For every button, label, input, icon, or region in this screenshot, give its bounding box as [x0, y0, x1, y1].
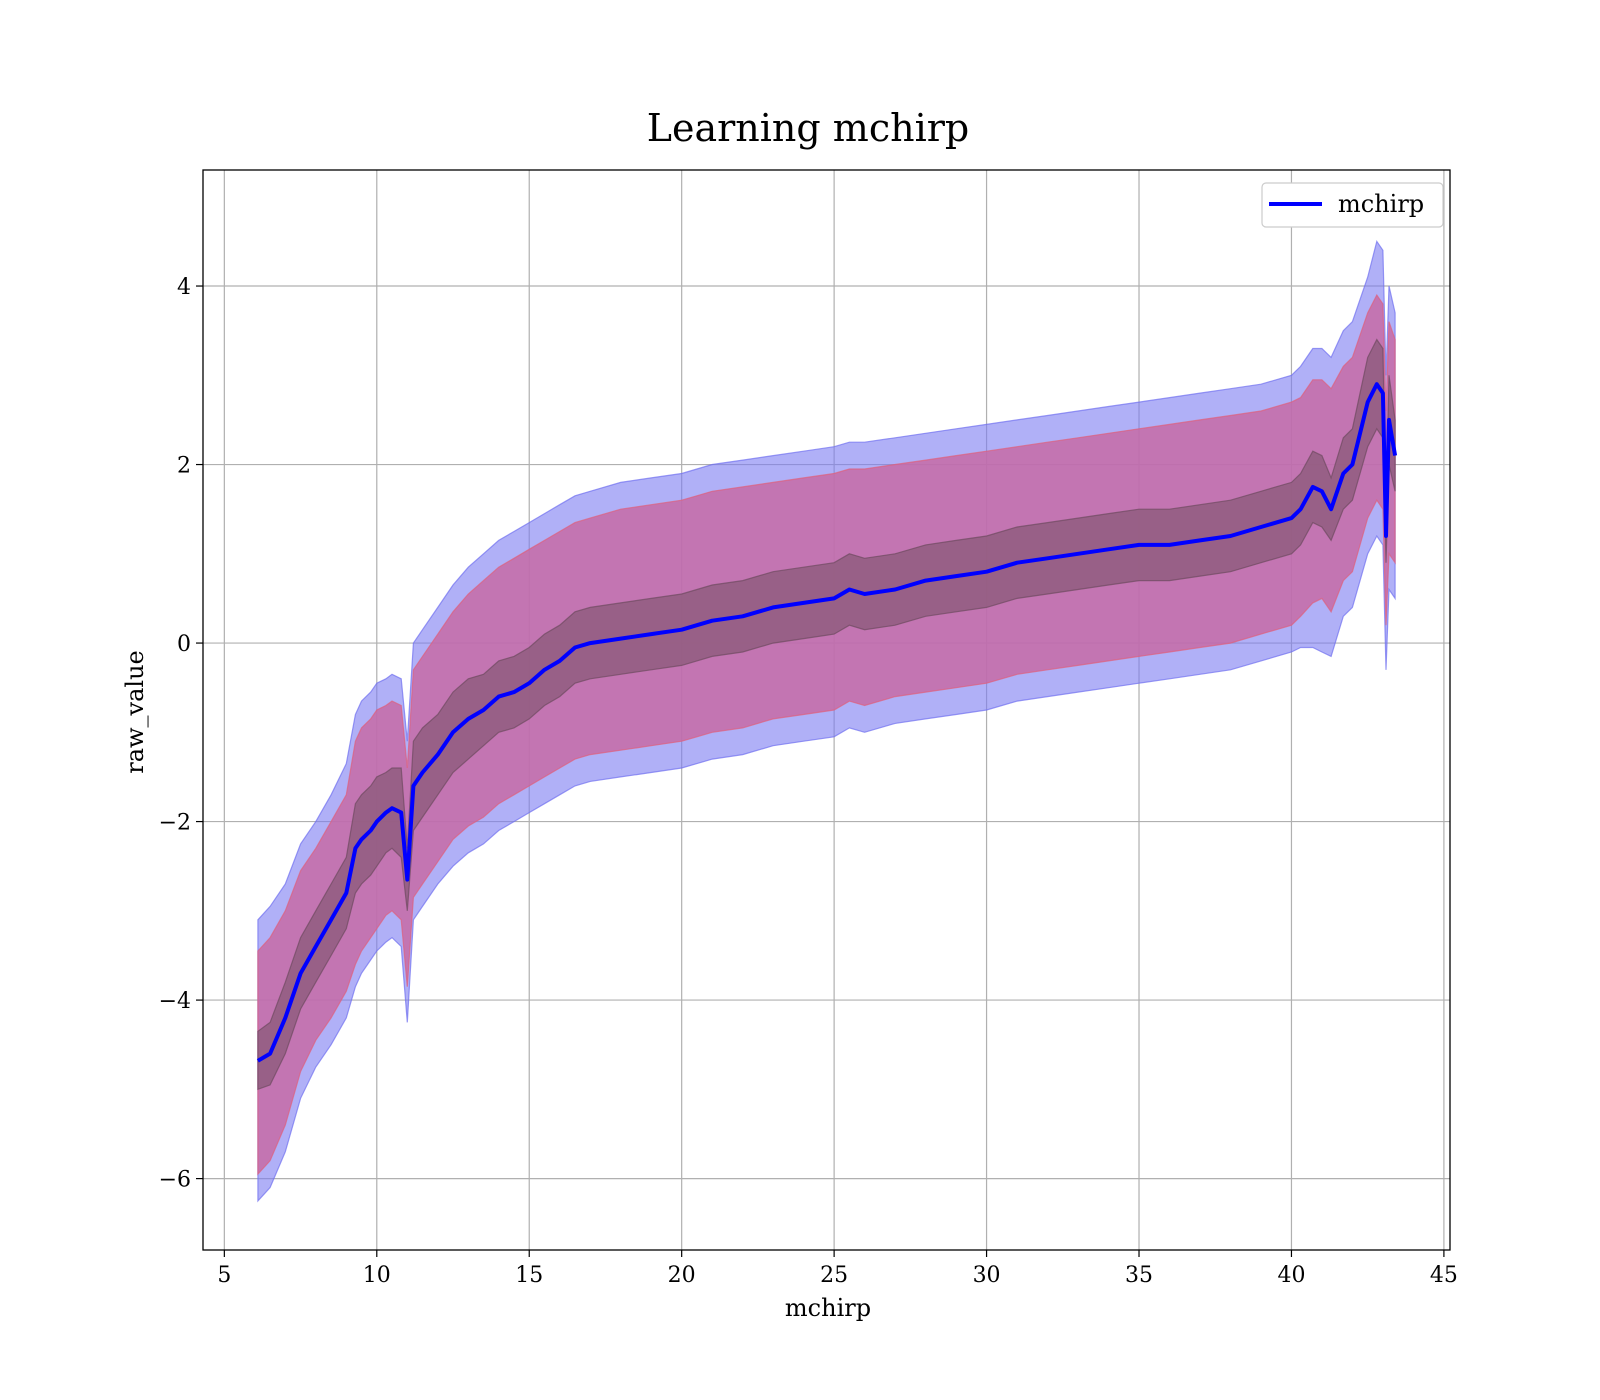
x-tick-label: 20 [668, 1263, 696, 1288]
legend-box [1261, 182, 1444, 228]
y-tick-label: 0 [177, 632, 191, 657]
x-tick-label: 5 [217, 1263, 231, 1288]
plot-area: 5 10 15 20 25 30 35 40 45 −6 −4 −2 0 2 4 [159, 169, 1458, 1288]
y-tick-label: 4 [177, 275, 191, 300]
y-tick-label: −2 [159, 811, 191, 836]
legend: mchirp [1261, 182, 1444, 228]
y-tick-label: −6 [159, 1168, 191, 1193]
x-axis-label: mchirp [785, 1294, 871, 1322]
y-axis-label: raw_value [121, 650, 149, 774]
y-tick-label: 2 [177, 454, 191, 479]
x-tick-label: 35 [1125, 1263, 1153, 1288]
x-tick-label: 30 [973, 1263, 1001, 1288]
x-tick-label: 15 [515, 1263, 543, 1288]
legend-label: mchirp [1338, 190, 1424, 218]
x-tick-label: 10 [363, 1263, 391, 1288]
x-tick-label: 40 [1277, 1263, 1305, 1288]
series-line-mchirp [256, 382, 1398, 1063]
y-tick-label: −4 [159, 989, 191, 1014]
x-tick-label: 25 [820, 1263, 848, 1288]
x-tick-label: 45 [1430, 1263, 1458, 1288]
inner-confidence-band [257, 338, 1396, 1091]
chart-title: Learning mchirp [647, 106, 969, 150]
plot-frame [202, 169, 1451, 1251]
